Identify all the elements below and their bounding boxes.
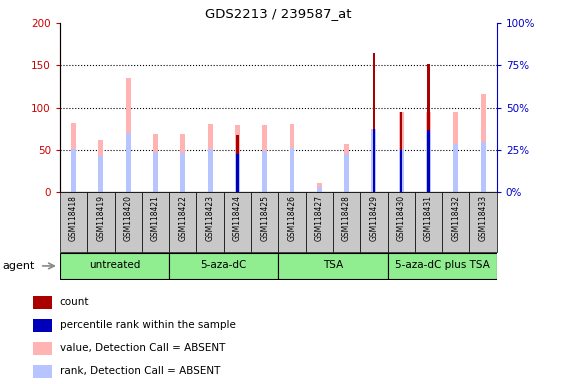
Bar <box>153 134 158 192</box>
Bar <box>262 151 267 192</box>
Text: GSM118420: GSM118420 <box>124 195 132 241</box>
Bar <box>235 125 240 192</box>
Bar <box>33 342 52 355</box>
Bar <box>289 124 295 192</box>
Text: GSM118422: GSM118422 <box>178 195 187 241</box>
Bar <box>33 365 52 378</box>
Text: rank, Detection Call = ABSENT: rank, Detection Call = ABSENT <box>59 366 220 376</box>
Text: GSM118431: GSM118431 <box>424 195 433 241</box>
Bar <box>388 253 497 279</box>
Bar <box>481 94 485 192</box>
Bar <box>208 124 212 192</box>
Bar <box>400 150 403 192</box>
Bar <box>126 78 131 192</box>
Bar <box>71 149 76 192</box>
Bar <box>453 144 459 192</box>
Bar <box>426 112 431 192</box>
Text: agent: agent <box>3 261 35 271</box>
Bar <box>236 154 239 192</box>
Bar <box>115 192 142 252</box>
Bar <box>169 253 279 279</box>
Bar <box>388 192 415 252</box>
Text: TSA: TSA <box>323 260 343 270</box>
Text: 5-aza-dC: 5-aza-dC <box>200 260 247 270</box>
Bar <box>87 192 115 252</box>
Title: GDS2213 / 239587_at: GDS2213 / 239587_at <box>205 7 352 20</box>
Bar <box>344 144 349 192</box>
Bar <box>344 154 349 192</box>
Text: count: count <box>59 297 89 307</box>
Text: GSM118426: GSM118426 <box>288 195 296 241</box>
Bar <box>469 192 497 252</box>
Bar <box>305 192 333 252</box>
Text: percentile rank within the sample: percentile rank within the sample <box>59 320 235 330</box>
Bar <box>251 192 279 252</box>
Bar <box>33 296 52 309</box>
Bar <box>279 192 305 252</box>
Bar <box>236 136 239 192</box>
Bar <box>333 192 360 252</box>
Text: value, Detection Call = ABSENT: value, Detection Call = ABSENT <box>59 343 225 353</box>
Bar <box>180 153 185 192</box>
Bar <box>60 253 169 279</box>
Bar <box>399 112 404 192</box>
Bar <box>317 187 322 192</box>
Bar <box>126 133 131 192</box>
Text: 5-aza-dC plus TSA: 5-aza-dC plus TSA <box>395 260 489 270</box>
Bar <box>262 125 267 192</box>
Bar <box>453 112 459 192</box>
Bar <box>442 192 469 252</box>
Text: GSM118430: GSM118430 <box>397 195 406 241</box>
Bar <box>142 192 169 252</box>
Bar <box>180 134 185 192</box>
Bar <box>60 192 87 252</box>
Bar <box>208 149 212 192</box>
Bar <box>372 129 376 192</box>
Bar <box>372 130 376 192</box>
Bar <box>317 183 322 192</box>
Bar <box>153 152 158 192</box>
Text: GSM118432: GSM118432 <box>451 195 460 241</box>
Text: GSM118418: GSM118418 <box>69 195 78 241</box>
Bar <box>426 133 431 192</box>
Bar <box>169 192 196 252</box>
Text: GSM118425: GSM118425 <box>260 195 269 241</box>
Text: GSM118433: GSM118433 <box>478 195 488 241</box>
Bar <box>428 64 429 192</box>
Bar <box>33 319 52 332</box>
Bar <box>98 156 103 192</box>
Bar <box>400 112 403 192</box>
Text: GSM118428: GSM118428 <box>342 195 351 241</box>
Text: GSM118423: GSM118423 <box>206 195 215 241</box>
Bar <box>415 192 442 252</box>
Text: GSM118421: GSM118421 <box>151 195 160 241</box>
Bar <box>399 149 404 192</box>
Text: GSM118429: GSM118429 <box>369 195 379 241</box>
Bar <box>224 192 251 252</box>
Bar <box>279 253 388 279</box>
Bar <box>98 141 103 192</box>
Bar <box>360 192 388 252</box>
Bar <box>373 53 375 192</box>
Bar <box>71 123 76 192</box>
Text: GSM118424: GSM118424 <box>233 195 242 241</box>
Text: GSM118419: GSM118419 <box>96 195 106 241</box>
Bar <box>428 130 429 192</box>
Bar <box>481 142 485 192</box>
Text: GSM118427: GSM118427 <box>315 195 324 241</box>
Bar <box>235 152 240 192</box>
Bar <box>373 129 375 192</box>
Bar <box>289 148 295 192</box>
Bar <box>196 192 224 252</box>
Text: untreated: untreated <box>89 260 140 270</box>
